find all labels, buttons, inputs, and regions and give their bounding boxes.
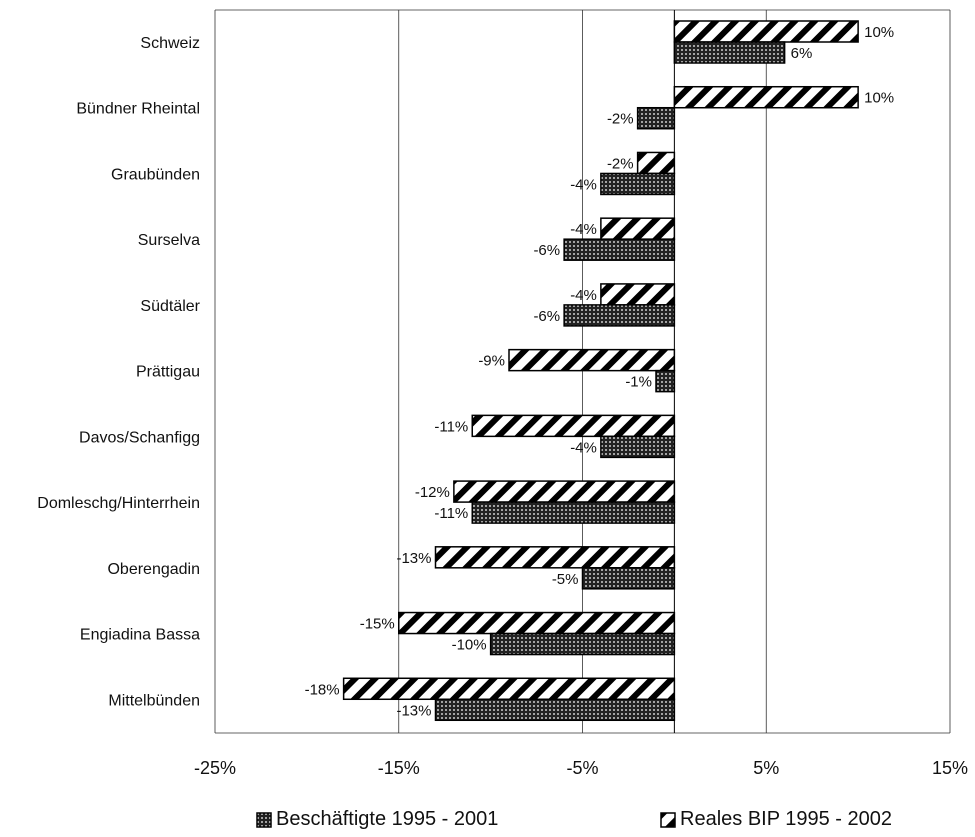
legend-item-beschaeftigte: Beschäftigte 1995 - 2001 (256, 808, 498, 831)
x-tick-label-2: -5% (566, 758, 598, 778)
bar-beschaeftigte-10 (434, 698, 676, 722)
category-label-4: Südtäler (140, 298, 200, 315)
legend-label-bip: Reales BIP 1995 - 2002 (680, 808, 893, 830)
bar-beschaeftigte-7 (471, 501, 676, 524)
bar-bip-0 (673, 20, 859, 43)
category-label-2: Graubünden (111, 166, 200, 183)
data-label-beschaeftigte-5: -1% (625, 374, 652, 391)
legend-item-bip: Reales BIP 1995 - 2002 (660, 808, 892, 831)
bar-beschaeftigte-8 (581, 567, 676, 590)
data-label-beschaeftigte-2: -4% (570, 176, 597, 193)
data-labels: 10% 6% 10% -2% -2% -4% -4% -6% -4% -6% -9% -1% -11% -… (305, 24, 895, 719)
data-label-bip-0: 10% (864, 24, 894, 41)
bar-beschaeftigte-9 (489, 632, 676, 656)
data-label-beschaeftigte-9: -10% (452, 637, 487, 654)
category-label-7: Domleschg/Hinterrhein (37, 495, 200, 512)
data-label-beschaeftigte-10: -13% (396, 702, 431, 719)
data-label-beschaeftigte-6: -4% (570, 439, 597, 456)
bar-bip-6 (471, 414, 676, 438)
bar-bip-10 (342, 677, 676, 701)
category-label-8: Oberengadin (107, 561, 200, 578)
category-label-10: Mittelbünden (108, 692, 200, 709)
bar-bip-5 (508, 348, 676, 372)
data-label-bip-10: -18% (305, 681, 340, 698)
legend-label-beschaeftigte: Beschäftigte 1995 - 2001 (276, 808, 499, 830)
x-tick-label-3: 5% (753, 758, 779, 778)
data-label-bip-1: 10% (864, 90, 894, 107)
bar-beschaeftigte-2 (600, 172, 676, 196)
bar-bip-3 (600, 217, 676, 240)
category-label-3: Surselva (138, 232, 200, 249)
bar-beschaeftigte-5 (655, 369, 676, 393)
data-label-bip-9: -15% (360, 616, 395, 633)
data-label-bip-8: -13% (396, 550, 431, 567)
bar-bip-1 (673, 85, 859, 109)
data-label-beschaeftigte-7: -11% (434, 505, 468, 522)
bar-beschaeftigte-3 (563, 238, 676, 261)
data-label-bip-2: -2% (607, 155, 634, 172)
data-label-bip-4: -4% (570, 287, 597, 304)
bar-bip-9 (398, 611, 676, 635)
data-label-bip-5: -9% (478, 353, 505, 370)
bar-bip-4 (600, 283, 676, 306)
data-label-beschaeftigte-8: -5% (552, 571, 579, 588)
bar-beschaeftigte-0 (673, 41, 786, 64)
data-label-beschaeftigte-1: -2% (607, 111, 634, 128)
bar-beschaeftigte-6 (600, 435, 676, 459)
x-tick-label-0: -25% (194, 758, 236, 778)
data-label-bip-3: -4% (570, 221, 597, 238)
data-label-beschaeftigte-3: -6% (533, 242, 560, 259)
category-label-6: Davos/Schanfigg (79, 429, 200, 446)
data-label-bip-6: -11% (434, 418, 468, 435)
gridlines (214, 9, 951, 734)
bar-bip-2 (636, 151, 676, 175)
bar-beschaeftigte-4 (563, 304, 676, 327)
bar-beschaeftigte-1 (636, 106, 676, 130)
data-label-bip-7: -12% (415, 484, 450, 501)
x-tick-label-4: 15% (932, 758, 968, 778)
legend-swatch-hatched-icon (660, 811, 676, 828)
category-label-1: Bündner Rheintal (76, 101, 200, 118)
data-label-beschaeftigte-0: 6% (791, 45, 813, 62)
bars (342, 20, 859, 722)
legend-swatch-dotted-icon (256, 811, 272, 828)
x-tick-label-1: -15% (378, 758, 420, 778)
category-label-5: Prättigau (136, 364, 200, 381)
bar-bip-7 (453, 480, 676, 503)
x-tick-labels: -25% -15% -5% 5% 15% (194, 758, 968, 778)
category-labels: Schweiz Bündner Rheintal Graubünden Surselv… (37, 35, 200, 709)
data-label-beschaeftigte-4: -6% (533, 308, 560, 325)
category-label-0: Schweiz (140, 35, 200, 52)
category-label-9: Engiadina Bassa (80, 627, 200, 644)
bar-bip-8 (434, 546, 676, 569)
